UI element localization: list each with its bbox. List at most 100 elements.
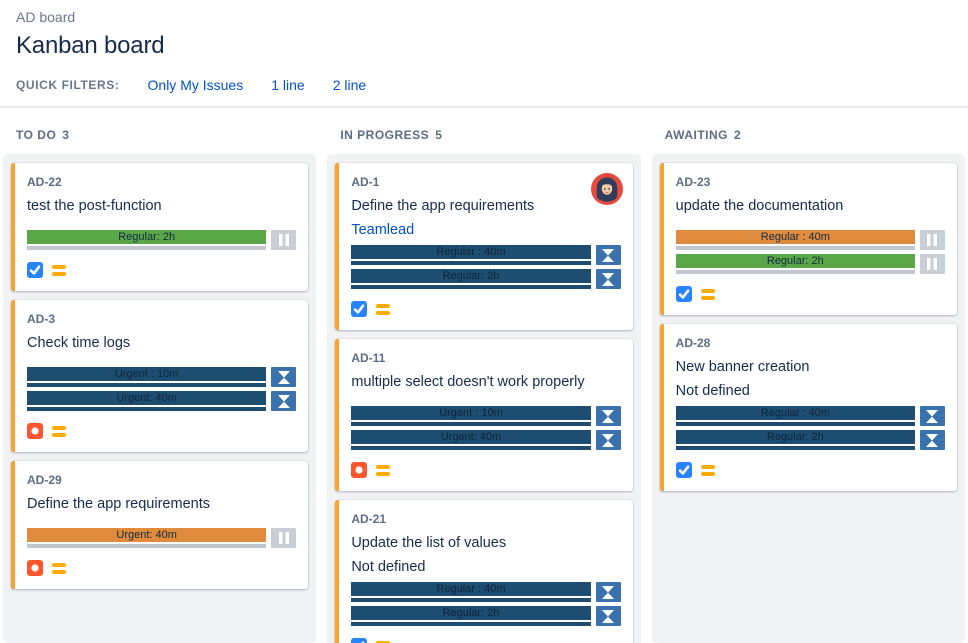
hourglass-icon <box>602 609 615 623</box>
paused-timer-button[interactable] <box>919 230 945 250</box>
card-ad-23[interactable]: AD-23 update the documentation Regular :… <box>659 163 957 315</box>
running-timer-button[interactable] <box>595 406 621 426</box>
timers: Regular : 40m Regular: 2h <box>675 406 945 450</box>
timer-progress-track <box>675 422 915 426</box>
timer-progress-track <box>27 383 267 387</box>
timer-bar-label: Regular: 2h <box>442 270 500 282</box>
timer-bar: Regular : 40m <box>351 582 591 596</box>
timer-bar-label: Regular: 2h <box>442 607 500 619</box>
paused-timer-button[interactable] <box>271 528 297 548</box>
paused-timer-button[interactable] <box>271 230 297 250</box>
timer-row: Regular: 2h <box>351 606 621 626</box>
timer: Regular: 2h <box>351 606 591 626</box>
card-footer-icons <box>27 262 296 278</box>
priority-medium-icon <box>700 288 715 300</box>
timer-bar-label: Regular: 2h <box>766 255 824 267</box>
column-header: AWAITING 2 <box>652 108 965 154</box>
filter-1-line[interactable]: 1 line <box>271 77 305 93</box>
filter-2-line[interactable]: 2 line <box>332 77 367 93</box>
card-key: AD-11 <box>351 351 386 365</box>
hourglass-icon <box>602 585 615 599</box>
timer-row: Urgent: 40m <box>27 391 297 411</box>
avatar[interactable] <box>590 173 623 205</box>
running-timer-button[interactable] <box>919 406 945 426</box>
card-key: AD-22 <box>27 175 62 189</box>
timer-progress-track <box>351 622 591 626</box>
pause-icon <box>927 234 938 246</box>
breadcrumb-link[interactable]: AD board <box>16 9 76 25</box>
priority-medium-icon <box>376 464 391 476</box>
hourglass-icon <box>602 409 615 423</box>
timer-progress-track <box>351 422 591 426</box>
task-icon <box>675 286 692 302</box>
card-key: AD-21 <box>351 512 387 526</box>
column-count: 3 <box>62 128 70 142</box>
timer: Urgent: 40m <box>27 391 267 411</box>
timer-progress-track <box>27 246 267 250</box>
running-timer-button[interactable] <box>595 245 621 265</box>
timer: Urgent: 40m <box>351 430 591 450</box>
timer-bar-label: Regular : 40m <box>436 246 506 258</box>
card-footer-icons <box>351 301 620 317</box>
running-timer-button[interactable] <box>595 430 621 450</box>
card-summary: Define the app requirements <box>27 496 210 512</box>
card-footer-icons <box>27 560 296 576</box>
task-icon <box>351 638 368 643</box>
card-ad-28[interactable]: AD-28 New banner creation Not defined Re… <box>659 324 957 491</box>
card-footer-icons <box>351 638 620 643</box>
running-timer-button[interactable] <box>595 582 621 602</box>
timer: Regular: 2h <box>675 254 915 274</box>
timers: Regular: 2h <box>27 230 297 250</box>
timers: Regular : 40m Regular: 2h <box>351 582 621 626</box>
timer-row: Regular : 40m <box>351 582 621 602</box>
card-footer-icons <box>351 462 620 478</box>
timer-bar: Regular : 40m <box>675 406 915 420</box>
timer: Regular: 2h <box>675 430 915 450</box>
card-ad-21[interactable]: AD-21 Update the list of values Not defi… <box>335 500 633 643</box>
timer-bar: Regular : 40m <box>675 230 915 244</box>
card-ad-3[interactable]: AD-3 Check time logs Urgent : 10m <box>11 300 309 452</box>
card-ad-22[interactable]: AD-22 test the post-function Regular: 2h <box>11 163 309 291</box>
pause-icon <box>278 234 289 246</box>
card-ad-29[interactable]: AD-29 Define the app requirements Urgent… <box>11 461 309 589</box>
running-timer-button[interactable] <box>271 391 297 411</box>
card-label: Not defined <box>675 383 750 399</box>
bug-icon <box>351 462 368 478</box>
card-label[interactable]: Teamlead <box>351 222 415 238</box>
timer-row: Regular: 2h <box>675 430 945 450</box>
timer-bar-label: Urgent: 40m <box>116 392 177 404</box>
card-footer-icons <box>27 423 296 439</box>
timers: Urgent : 10m Urgent: 40m <box>27 367 297 411</box>
priority-medium-icon <box>700 464 715 476</box>
card-key: AD-29 <box>27 473 62 487</box>
priority-medium-icon <box>376 303 391 315</box>
card-label: Not defined <box>351 559 426 575</box>
running-timer-button[interactable] <box>595 606 621 626</box>
timer-bar-label: Urgent: 40m <box>440 431 502 443</box>
timer-progress-track <box>675 446 915 450</box>
running-timer-button[interactable] <box>595 269 621 289</box>
card-key: AD-23 <box>675 175 711 189</box>
paused-timer-button[interactable] <box>919 254 945 274</box>
timer-progress-track <box>351 446 591 450</box>
timer-bar-label: Urgent : 10m <box>439 407 503 419</box>
breadcrumb: AD board <box>16 9 952 27</box>
filter-only-my-issues[interactable]: Only My Issues <box>147 77 244 93</box>
timer: Urgent : 10m <box>27 367 267 387</box>
priority-medium-icon <box>52 264 66 276</box>
card-ad-11[interactable]: AD-11 multiple select doesn't work prope… <box>335 339 633 491</box>
task-icon <box>351 301 368 317</box>
card-key: AD-28 <box>675 336 711 350</box>
timer-progress-track <box>675 246 915 250</box>
timer-progress-track <box>351 285 591 289</box>
timer-row: Urgent: 40m <box>351 430 621 450</box>
timer: Regular : 40m <box>675 406 915 426</box>
column-count: 5 <box>435 128 443 142</box>
running-timer-button[interactable] <box>919 430 945 450</box>
timer-row: Urgent : 10m <box>351 406 621 426</box>
running-timer-button[interactable] <box>271 367 297 387</box>
hourglass-icon <box>926 433 939 447</box>
timer: Regular : 40m <box>351 582 591 602</box>
timer-row: Regular : 40m <box>351 245 621 265</box>
card-ad-1[interactable]: AD-1 Define the app requirements Teamlea… <box>335 163 633 330</box>
